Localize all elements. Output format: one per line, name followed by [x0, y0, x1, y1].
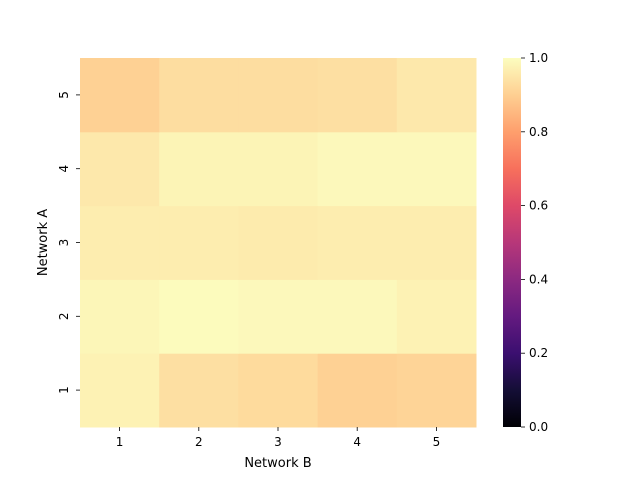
- heatmap-cell-5-2: [159, 58, 239, 133]
- x-tick-label: 5: [433, 435, 441, 449]
- heatmap-cell-1-3: [238, 353, 319, 428]
- heatmap-cell-4-2: [159, 131, 239, 207]
- heatmap-cell-2-1: [80, 279, 160, 354]
- heatmap-cell-3-4: [317, 205, 398, 280]
- colorbar-tick-label: 0.6: [529, 199, 548, 213]
- heatmap-cell-3-1: [80, 205, 160, 280]
- y-axis-ticks: 1 2 3 4 5: [57, 91, 80, 394]
- heatmap-cell-2-4: [317, 279, 398, 354]
- heatmap-cell-2-3: [238, 279, 319, 354]
- x-tick-label: 4: [353, 435, 361, 449]
- heatmap-cell-4-4: [317, 131, 398, 207]
- colorbar-tick-label: 0.0: [529, 420, 548, 434]
- y-tick-label: 2: [57, 312, 71, 320]
- colorbar-tick-label: 0.4: [529, 272, 548, 286]
- y-tick-label: 1: [57, 386, 71, 394]
- heatmap-cell-1-4: [317, 353, 398, 428]
- heatmap-cell-1-5: [396, 353, 477, 428]
- heatmap-cell-3-3: [238, 205, 319, 280]
- heatmap-cell-4-5: [396, 131, 477, 207]
- heatmap-cell-5-4: [317, 58, 398, 133]
- heatmap-cell-3-5: [396, 205, 477, 280]
- y-axis-label: Network A: [36, 209, 51, 276]
- x-tick-label: 3: [274, 435, 282, 449]
- heatmap-cell-1-1: [80, 353, 160, 428]
- heatmap-cell-2-2: [159, 279, 239, 354]
- y-tick-label: 5: [57, 91, 71, 99]
- x-tick-label: 1: [116, 435, 124, 449]
- y-tick-label: 3: [57, 239, 71, 247]
- x-axis-label: Network B: [244, 456, 311, 471]
- heatmap-cell-3-2: [159, 205, 239, 280]
- heatmap-cell-4-1: [80, 131, 160, 207]
- colorbar: [503, 58, 521, 427]
- heatmap-cell-4-3: [238, 131, 319, 207]
- colorbar-tick-label: 0.8: [529, 125, 548, 139]
- heatmap-cell-5-3: [238, 58, 319, 133]
- heatmap-cell-5-1: [80, 58, 160, 133]
- x-tick-label: 2: [195, 435, 203, 449]
- y-tick-label: 4: [57, 165, 71, 173]
- colorbar-ticks: 0.0 0.2 0.4 0.6 0.8 1.0: [521, 51, 548, 434]
- colorbar-tick-label: 1.0: [529, 51, 548, 65]
- x-axis-ticks: 1 2 3 4 5: [116, 427, 440, 449]
- heatmap-cell-1-2: [159, 353, 239, 428]
- colorbar-tick-label: 0.2: [529, 346, 548, 360]
- heatmap-cell-5-5: [396, 58, 477, 133]
- heatmap-cell-2-5: [396, 279, 477, 354]
- heatmap-cells: [80, 58, 477, 428]
